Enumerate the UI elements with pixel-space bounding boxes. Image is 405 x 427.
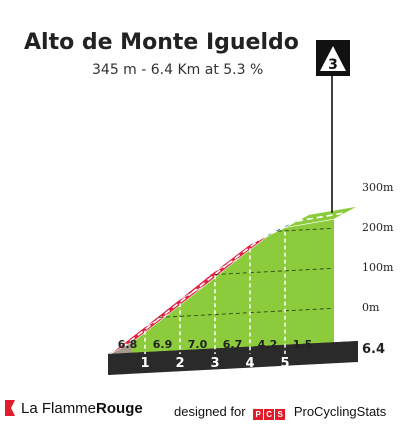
ribbon-center-line: [261, 220, 298, 239]
climb-profile-chart: 0m 100m 200m 300m 6.8 6.9 7.0 6.7 4.2 1.5 1 2 3 4 5 6.4…: [108, 40, 394, 375]
flag-icon: [5, 400, 15, 416]
climb-subtitle: 345 m - 6.4 Km at 5.3 %: [92, 62, 264, 78]
brand-light: La Flamme: [21, 400, 97, 417]
category-badge-label: 3: [328, 57, 338, 73]
km-marker-label: 3: [210, 356, 219, 371]
ribbon-center-line: [121, 319, 158, 349]
altitude-tick-label: 300m: [362, 181, 394, 194]
brand-bold: Rouge: [96, 400, 143, 417]
gradient-label: 6.8: [118, 338, 138, 351]
pcs-letter: S: [275, 409, 286, 420]
ribbon-center-line: [156, 292, 193, 321]
gradient-label: 4.2: [258, 338, 278, 351]
altitude-tick-label: 100m: [362, 261, 394, 274]
profile-front-face: [110, 219, 334, 354]
altitude-grid-line: [110, 266, 334, 281]
mountain-icon: [320, 46, 346, 71]
ribbon-center-line: [226, 237, 263, 266]
gradient-label: 1.5: [293, 338, 313, 351]
altitude-tick-label: 0m: [362, 301, 380, 314]
km-marker-label: 5: [280, 356, 289, 371]
altitude-tick-label: 200m: [362, 221, 394, 234]
altitude-grid-line: [110, 306, 334, 321]
pcs-letter: P: [253, 409, 264, 420]
altitude-grid-line: [110, 187, 358, 200]
designed-for-label: designed for: [174, 404, 246, 419]
pcs-name: ProCyclingStats: [293, 404, 387, 419]
km-marker-label: 1: [140, 356, 149, 371]
km-marker-label: 2: [175, 356, 184, 371]
climb-title: Alto de Monte Igueldo: [24, 30, 299, 55]
gradient-label: 6.9: [153, 338, 173, 351]
ribbon-center-line: [296, 211, 347, 222]
gradient-label: 6.7: [223, 338, 243, 351]
total-distance-label: 6.4: [362, 342, 385, 357]
ribbon-center-line: [191, 264, 228, 294]
la-flamme-rouge-logo: La FlammeRouge: [4, 400, 143, 417]
pcs-letter: C: [264, 409, 275, 420]
km-marker-label: 4: [245, 356, 254, 371]
base-band-shadow: [108, 341, 358, 375]
altitude-grid-line: [110, 226, 334, 241]
gradient-label: 7.0: [188, 338, 208, 351]
